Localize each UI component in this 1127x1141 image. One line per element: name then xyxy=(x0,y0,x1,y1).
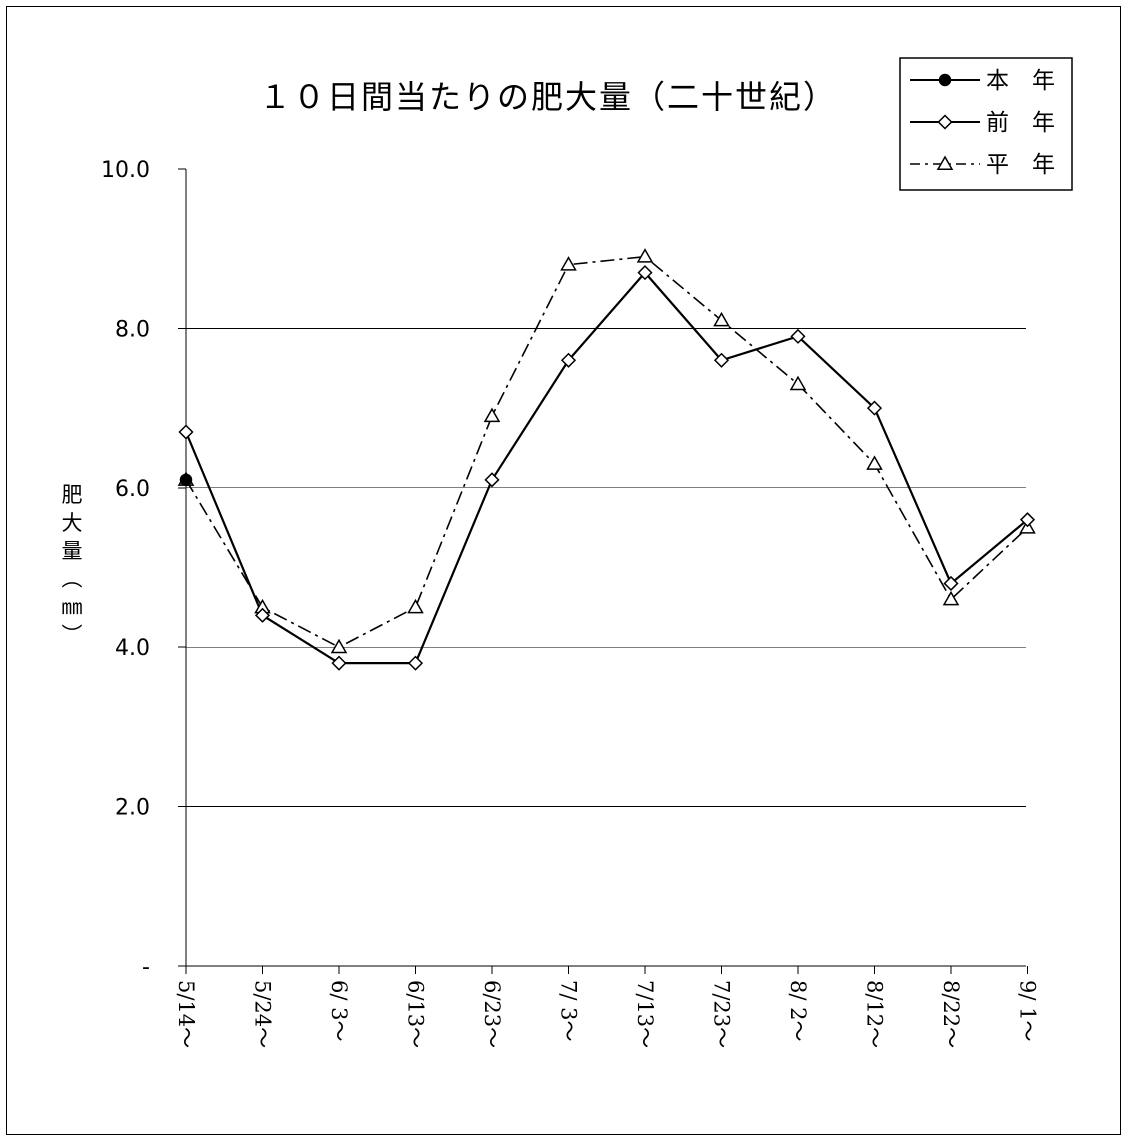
grid-lines xyxy=(186,327,1026,807)
data-point-triangle xyxy=(560,256,577,271)
y-axis-label-char: 量 xyxy=(62,539,83,563)
data-point-triangle xyxy=(636,248,654,263)
x-tick-labels: 5/14～ 5/24～ 6/ 3～ 6/13～ 6/23～ 7/ 3～ 7/13～ 7/23～… xyxy=(174,980,1040,1048)
y-tick-label: 2.0 xyxy=(115,796,150,821)
data-point-diamond xyxy=(560,352,577,368)
x-tick-label: 7/ 3～ xyxy=(557,980,581,1041)
data-point-diamond xyxy=(1019,512,1036,528)
y-tick-label: - xyxy=(142,955,150,980)
data-point-triangle xyxy=(789,375,807,391)
data-point-triangle xyxy=(713,311,730,327)
x-tick-label: 7/23～ xyxy=(710,980,734,1048)
data-point-diamond xyxy=(713,352,730,368)
data-point-triangle xyxy=(330,638,348,654)
data-point-diamond xyxy=(637,265,653,281)
chart-title: １０日間当たりの肥大量（二十世紀） xyxy=(259,78,837,116)
x-tick-label: 5/24～ xyxy=(251,980,275,1048)
y-tick-label: 10.0 xyxy=(101,158,150,183)
series-line-3 xyxy=(185,255,1029,649)
data-point-diamond xyxy=(484,472,500,488)
data-point-diamond xyxy=(331,655,347,671)
x-tick-label: 7/13～ xyxy=(633,980,657,1048)
data-point-diamond xyxy=(943,575,959,592)
data-point-triangle xyxy=(483,407,501,423)
y-axis-label-char: 大 xyxy=(62,511,83,535)
legend-label: 前 年 xyxy=(986,110,1055,136)
legend: 本 年前 年平 年 xyxy=(899,57,1073,191)
data-point-triangle xyxy=(942,590,960,606)
legend-marker-triangle xyxy=(936,155,954,170)
x-tick-label: 5/14～ xyxy=(174,980,198,1048)
legend-label: 平 年 xyxy=(986,152,1055,178)
y-axis-label-char: 肥 xyxy=(62,483,83,507)
x-tick-label: 6/13～ xyxy=(404,980,428,1048)
x-tick-label: 9/ 1～ xyxy=(1016,980,1040,1041)
data-point-circle xyxy=(179,473,193,487)
y-tick-label: 4.0 xyxy=(115,636,150,661)
y-axis-label-char: ） xyxy=(59,624,83,645)
chart-frame xyxy=(6,6,1121,1135)
x-tick-label: 8/12～ xyxy=(863,980,887,1048)
series-lines xyxy=(177,248,1036,671)
x-tick-label: 8/ 2～ xyxy=(786,980,810,1041)
data-point-diamond xyxy=(790,328,806,344)
x-tick-label: 6/ 3～ xyxy=(327,980,351,1041)
data-point-triangle xyxy=(866,455,883,470)
x-tick-label: 8/22～ xyxy=(939,980,963,1048)
y-tick-label: 8.0 xyxy=(115,317,150,342)
data-point-diamond xyxy=(407,655,424,671)
data-point-triangle xyxy=(407,598,424,614)
data-point-diamond xyxy=(254,607,271,623)
legend-marker-circle xyxy=(938,73,952,87)
y-axis-label-char: （ xyxy=(59,568,83,589)
axes xyxy=(178,168,1028,974)
y-tick-labels: - 2.0 4.0 6.0 8.0 10.0 xyxy=(101,158,150,980)
x-tick-label: 6/23～ xyxy=(480,980,504,1048)
data-point-diamond xyxy=(178,424,194,440)
series-line-2 xyxy=(184,270,1029,665)
data-point-diamond xyxy=(866,400,883,416)
y-axis-label-char: ㎜ xyxy=(62,595,83,619)
y-tick-label: 6.0 xyxy=(115,477,150,502)
legend-marker-diamond xyxy=(937,114,953,130)
y-axis-label: 肥大量 （ ㎜ ） xyxy=(59,483,83,645)
legend-label: 本 年 xyxy=(986,68,1055,94)
